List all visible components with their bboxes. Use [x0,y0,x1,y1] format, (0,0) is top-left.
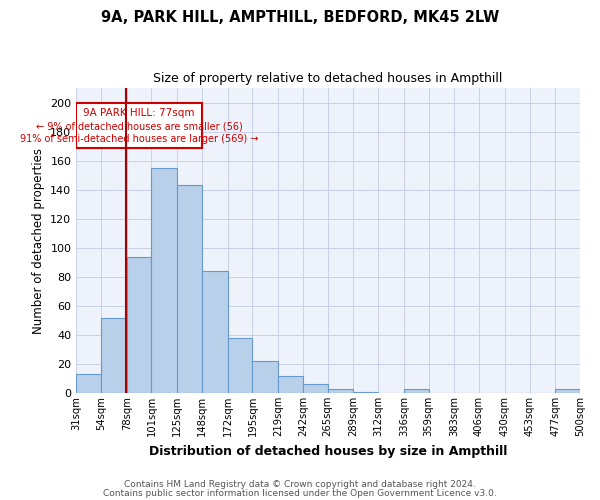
Bar [177,186,202,393]
Bar [303,384,328,393]
Text: 9A PARK HILL: 77sqm: 9A PARK HILL: 77sqm [83,108,195,118]
Text: Contains HM Land Registry data © Crown copyright and database right 2024.: Contains HM Land Registry data © Crown c… [124,480,476,489]
Bar [404,388,428,393]
Bar [555,388,580,393]
Bar [353,392,378,393]
Bar [227,338,253,393]
Bar [253,361,278,393]
Text: 9A, PARK HILL, AMPTHILL, BEDFORD, MK45 2LW: 9A, PARK HILL, AMPTHILL, BEDFORD, MK45 2… [101,10,499,25]
Bar [127,256,151,393]
Text: ← 9% of detached houses are smaller (56): ← 9% of detached houses are smaller (56) [36,122,242,132]
Text: 91% of semi-detached houses are larger (569) →: 91% of semi-detached houses are larger (… [20,134,259,144]
Bar [76,374,101,393]
Y-axis label: Number of detached properties: Number of detached properties [32,148,45,334]
Bar [278,376,303,393]
Bar [328,388,353,393]
Title: Size of property relative to detached houses in Ampthill: Size of property relative to detached ho… [154,72,503,86]
Bar [101,318,127,393]
Bar [76,102,202,148]
Bar [202,271,227,393]
X-axis label: Distribution of detached houses by size in Ampthill: Distribution of detached houses by size … [149,444,508,458]
Bar [151,168,177,393]
Text: Contains public sector information licensed under the Open Government Licence v3: Contains public sector information licen… [103,489,497,498]
